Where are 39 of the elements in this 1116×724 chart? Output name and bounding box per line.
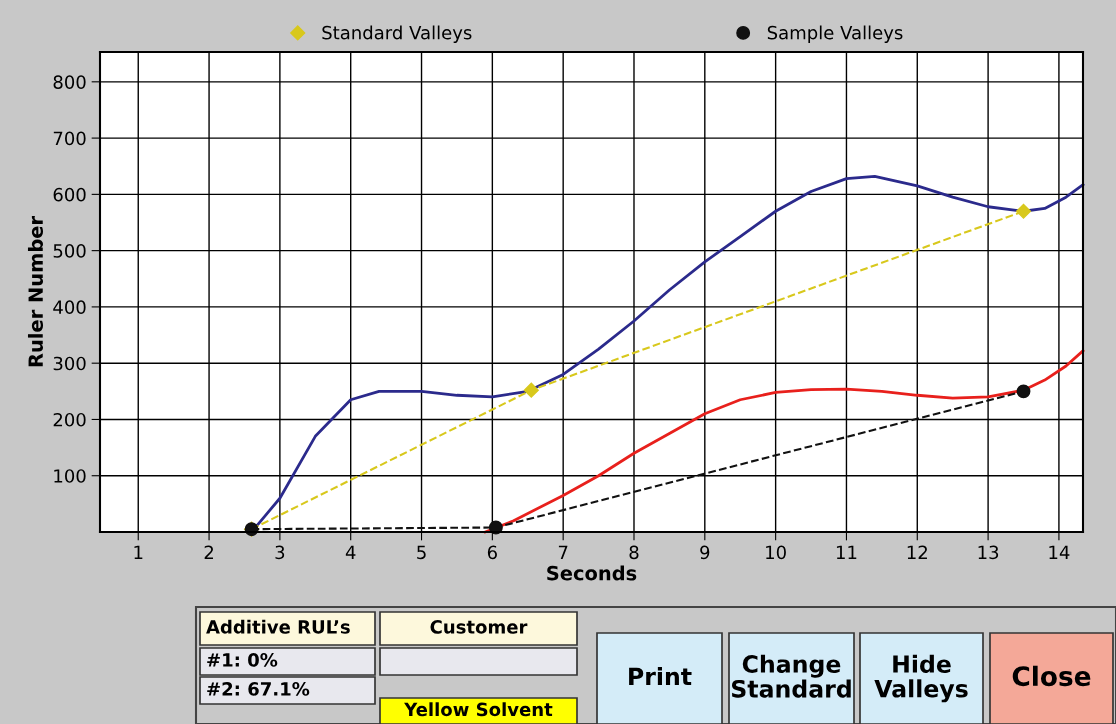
x-tick-label: 9 (700, 545, 710, 560)
x-tick-label: 1 (134, 545, 143, 559)
legend-label: Sample Valleys (767, 25, 903, 43)
text: #1: 0% (207, 653, 278, 667)
text: Change Standard (731, 654, 851, 698)
x-tick-label: 7 (558, 545, 568, 559)
legend-label: Standard Valleys (322, 25, 472, 43)
x-tick-label: 12 (907, 545, 927, 559)
y-tick-label: 700 (53, 131, 86, 146)
text: Additive RUL’s (206, 619, 350, 634)
line-series (483, 349, 1085, 534)
point (523, 382, 539, 398)
x-tick-label: 10 (766, 545, 786, 560)
y-tick-label: 300 (53, 356, 86, 371)
y-tick-label: 600 (53, 187, 86, 202)
text: Customer (430, 620, 528, 634)
text: Print (629, 667, 692, 686)
x-tick-label: 3 (275, 545, 285, 560)
x-tick-label: 11 (836, 545, 857, 559)
y-tick-label: 100 (54, 469, 86, 483)
x-tick-label: 4 (345, 545, 356, 559)
y-tick-label: 500 (53, 244, 86, 258)
x-tick-label: 2 (204, 545, 213, 559)
point (1016, 384, 1031, 399)
x-axis-title: Seconds (547, 565, 637, 581)
x-tick-label: 14 (1049, 545, 1070, 559)
x-tick-label: 6 (487, 545, 497, 560)
y-tick-label: 200 (53, 412, 86, 427)
x-tick-label: 8 (629, 545, 639, 560)
y-axis-title: Ruler Number (27, 216, 44, 367)
y-tick-label: 800 (53, 75, 86, 89)
x-tick-label: 13 (978, 545, 999, 560)
text: #2: 67.1% (207, 682, 310, 696)
text: Hide Valleys (874, 654, 968, 703)
text: Yellow Solvent (404, 702, 553, 717)
point (1015, 203, 1032, 219)
text: Close (1012, 665, 1091, 687)
x-tick-label: 5 (417, 545, 426, 560)
y-tick-label: 400 (53, 300, 86, 315)
